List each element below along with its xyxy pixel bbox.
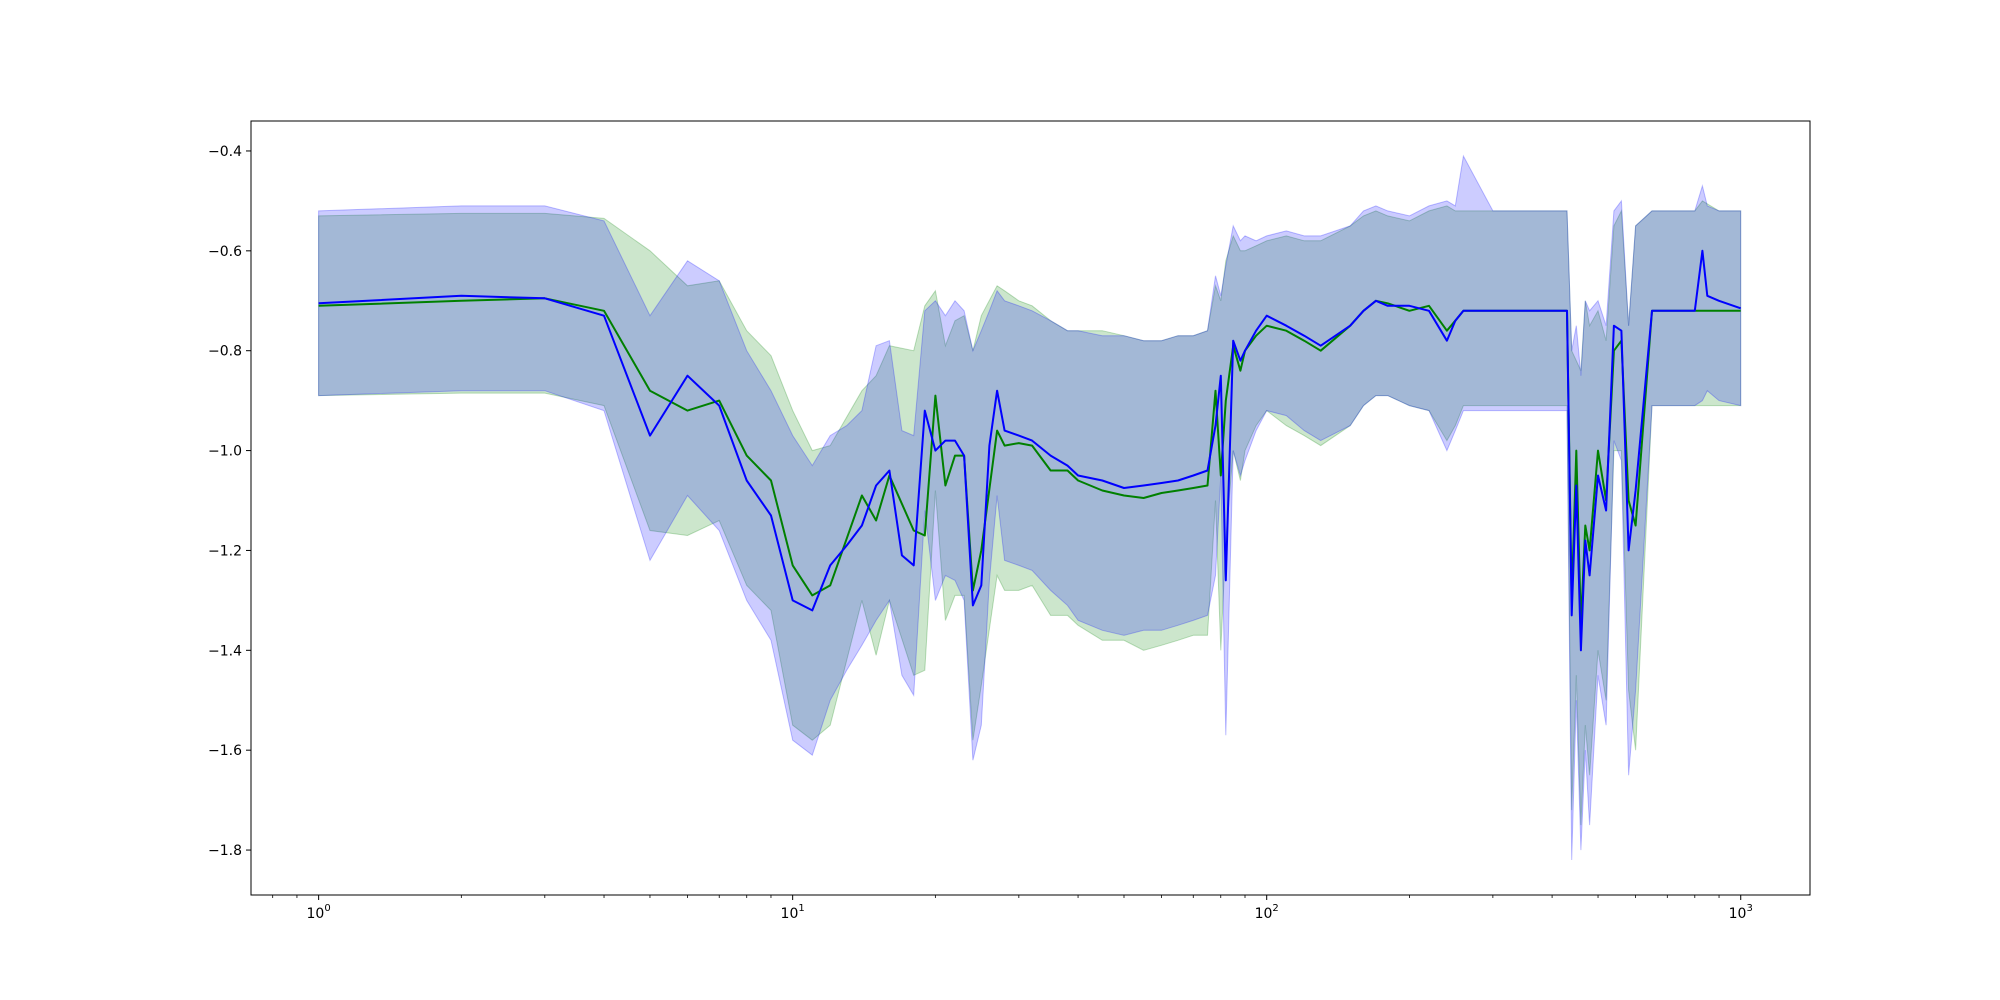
series-lines	[318, 249, 1742, 652]
series-0-band	[318, 200, 1742, 826]
y-axis: −0.4 −0.6 −0.8 −1.0 −1.2 −1.4 −1.6 −1.8	[208, 144, 251, 859]
series-1-line	[318, 249, 1742, 652]
y-tick-label: −0.6	[208, 244, 242, 260]
y-tick-label: −1.0	[208, 444, 242, 460]
series-1-band	[318, 154, 1742, 861]
plot-background	[251, 121, 1810, 895]
y-tick-label: −1.8	[208, 843, 242, 859]
y-tick-label: −0.4	[208, 144, 242, 160]
x-axis: 100 101 102 103	[272, 895, 1753, 922]
plot-frame	[250, 120, 1811, 896]
y-tick-label: −1.2	[208, 543, 242, 559]
y-tick-label: −1.4	[208, 643, 242, 659]
y-tick-label: −0.8	[208, 344, 242, 360]
x-tick-label: 100	[307, 903, 331, 922]
x-tick-label: 103	[1729, 903, 1753, 922]
y-tick-label: −1.6	[208, 743, 242, 759]
x-tick-label: 101	[781, 903, 805, 922]
confidence-bands	[318, 154, 1742, 861]
x-tick-label: 102	[1255, 903, 1279, 922]
